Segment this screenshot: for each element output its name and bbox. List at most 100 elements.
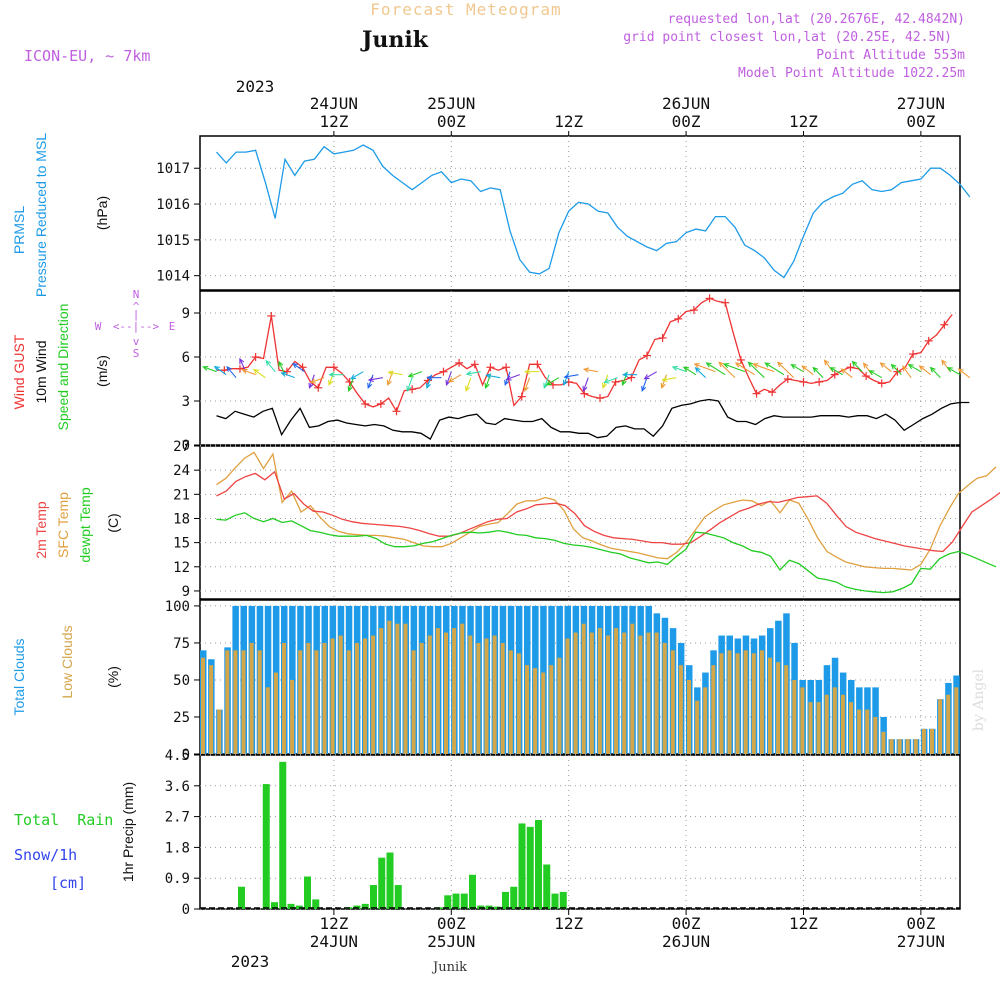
sfc-temp-line	[216, 451, 997, 571]
total-clouds-label: Total Clouds	[11, 638, 27, 715]
ytick-label-temperature: 15	[173, 536, 190, 552]
bottom-tick-label: 12Z	[319, 914, 348, 933]
wind-arrow	[387, 371, 394, 386]
wind-arrow	[812, 367, 824, 379]
wind-arrow	[388, 371, 403, 376]
ytick-label-precipitation: 0.9	[165, 871, 190, 887]
wind-arrow	[683, 366, 697, 376]
wind-arrow-head	[252, 368, 259, 375]
wind-arrow-head	[239, 357, 245, 364]
compass-arrow-down: v	[133, 335, 140, 348]
ytick-label-temperature: 9	[182, 584, 190, 600]
wind-arrow-head	[367, 376, 374, 383]
low-cloud-bar	[476, 642, 481, 754]
low-cloud-bar	[314, 650, 319, 754]
top-tick-label: 00Z	[672, 112, 701, 131]
wind-arrow-head	[543, 382, 549, 389]
wind-arrow-head	[292, 362, 299, 369]
rain-bar	[535, 820, 542, 909]
pressure-labels: PRMSL Pressure Reduced to MSL (hPa)	[11, 133, 110, 297]
wind-arrow	[830, 367, 843, 376]
wind-arrow-head	[445, 379, 451, 386]
cloud-labels: Total Clouds Low Clouds (%)	[11, 625, 121, 715]
wind-arrow	[564, 374, 579, 378]
wind-arrow-head	[406, 385, 412, 392]
low-cloud-bar	[597, 628, 602, 754]
low-cloud-bar	[905, 739, 910, 754]
wind-arrow-head	[280, 371, 287, 377]
wind-arrow	[764, 362, 785, 376]
wind-arrow-head	[265, 359, 272, 366]
wind-arrow	[406, 377, 413, 392]
low-cloud-bar	[695, 700, 700, 754]
wind-arrow-head	[722, 363, 730, 369]
wind-arrow-head	[823, 359, 830, 366]
low-cloud-bar	[435, 628, 440, 754]
wind-arrow-head	[829, 367, 836, 373]
low-cloud-bar	[784, 665, 789, 754]
top-tick-label: 27JUN	[897, 94, 945, 113]
ytick-label-temperature: 18	[173, 511, 190, 527]
wind-arrow-head	[907, 364, 914, 370]
low-cloud-bar	[808, 702, 813, 754]
low-cloud-bar	[954, 687, 959, 754]
wind-arrow	[367, 374, 374, 389]
wind-arrow-head	[643, 374, 650, 380]
wind-arrow-head	[350, 374, 357, 380]
compass-s: S	[133, 347, 140, 360]
y-tick-labels: 1014101510161017036991215182124270255075…	[156, 161, 190, 918]
low-cloud-bar	[938, 699, 943, 754]
low-cloud-bar	[873, 716, 878, 754]
wind-arrow	[328, 371, 335, 386]
low-cloud-bar	[759, 650, 764, 754]
low-cloud-bar	[257, 650, 262, 754]
wind-arrow	[791, 364, 804, 373]
snow-unit: [cm]	[50, 874, 86, 892]
wind-arrow-head	[671, 365, 678, 371]
total-cloud-bar	[264, 605, 272, 754]
wind-labels: Wind GUST 10m Wind Speed and Direction (…	[11, 288, 175, 430]
wind-arrow-head	[523, 385, 529, 392]
wind-unit: (m/s)	[94, 355, 110, 387]
rain-bar	[452, 893, 460, 909]
wind-arrow-head	[241, 368, 248, 374]
precip-labels: Total Rain Snow/1h [cm] 1hr Precip (mm)	[14, 782, 136, 892]
pressure-title-1: PRMSL	[11, 206, 27, 254]
low-cloud-bar	[249, 642, 254, 754]
low-cloud-bar	[273, 672, 278, 754]
low-cloud-bar	[217, 709, 222, 754]
location-title: Junik	[360, 27, 429, 53]
wind-arrow	[852, 361, 863, 373]
wind-arrow-head	[902, 365, 908, 372]
top-tick-label: 12Z	[319, 112, 348, 131]
compass-n: N	[133, 288, 140, 301]
wind-arrow	[718, 361, 736, 379]
ytick-label-wind: 0	[182, 438, 190, 454]
wind-arrow	[695, 367, 707, 379]
low-cloud-bar	[525, 665, 529, 754]
ytick-label-pressure: 1015	[156, 233, 190, 249]
low-cloud-bar	[889, 739, 894, 754]
wind-arrow-head	[426, 375, 433, 381]
snow-label: Snow/1h	[14, 846, 77, 864]
top-tick-label: 24JUN	[310, 94, 358, 113]
wind-arrow	[292, 363, 305, 373]
wind-arrow-head	[386, 379, 392, 386]
rain-bar	[238, 886, 245, 909]
wind-10m-label: 10m Wind	[33, 340, 49, 403]
wind-arrow	[563, 371, 570, 386]
model-label: ICON-EU, ~ 7km	[24, 47, 150, 65]
low-cloud-bar	[662, 642, 667, 754]
low-cloud-bar	[484, 638, 489, 754]
low-cloud-bar	[363, 638, 367, 754]
wind-arrow-head	[562, 379, 568, 386]
wind-arrow-head	[347, 385, 353, 392]
low-cloud-bar	[395, 623, 400, 754]
low-cloud-bar	[946, 694, 951, 754]
wind-arrow	[543, 374, 550, 389]
wind-arrow-head	[747, 361, 754, 368]
low-cloud-bar	[290, 679, 295, 754]
wind-arrow	[582, 377, 589, 392]
low-cloud-bar	[241, 650, 246, 754]
